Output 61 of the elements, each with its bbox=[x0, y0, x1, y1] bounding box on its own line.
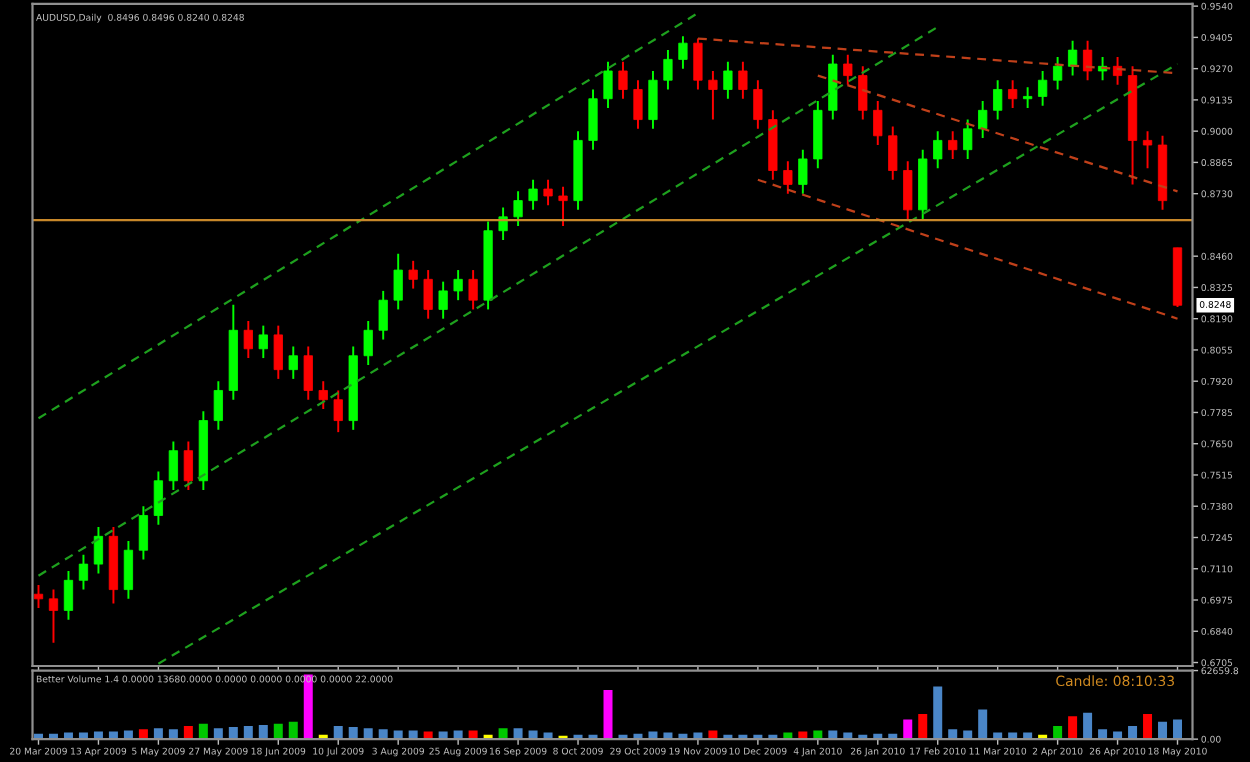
candlestick bbox=[558, 185, 568, 228]
bar bbox=[1053, 726, 1063, 740]
bar bbox=[168, 729, 178, 740]
bar bbox=[513, 728, 523, 740]
candlestick bbox=[738, 60, 748, 100]
bar bbox=[138, 729, 148, 740]
candlestick bbox=[393, 252, 403, 311]
bar bbox=[1173, 719, 1183, 740]
bar bbox=[918, 713, 928, 740]
bar bbox=[108, 731, 118, 740]
bar bbox=[948, 729, 958, 740]
candlestick bbox=[543, 178, 553, 207]
bar bbox=[228, 727, 238, 740]
bar bbox=[603, 689, 613, 740]
bar bbox=[408, 730, 418, 740]
bar bbox=[123, 730, 133, 740]
bar bbox=[498, 728, 508, 740]
bar bbox=[1098, 729, 1108, 740]
bar bbox=[363, 728, 373, 740]
bar bbox=[1143, 713, 1153, 740]
bar bbox=[378, 729, 388, 740]
candlestick bbox=[408, 259, 418, 290]
bar bbox=[648, 731, 658, 740]
candlestick bbox=[528, 178, 538, 211]
candlestick bbox=[618, 60, 628, 100]
bar bbox=[243, 726, 253, 740]
bar bbox=[423, 731, 433, 740]
bar bbox=[528, 730, 538, 740]
bar bbox=[813, 730, 823, 740]
bar bbox=[978, 709, 988, 740]
candlestick bbox=[933, 130, 943, 170]
bar bbox=[1128, 726, 1138, 740]
bar bbox=[1083, 712, 1093, 740]
bar bbox=[288, 721, 298, 740]
bar bbox=[333, 726, 343, 740]
candlestick bbox=[843, 53, 853, 86]
bar bbox=[1068, 716, 1078, 740]
bar bbox=[273, 723, 283, 740]
bar bbox=[213, 728, 223, 740]
bar bbox=[1113, 731, 1123, 740]
bar bbox=[348, 727, 358, 740]
bar bbox=[183, 726, 193, 740]
bar bbox=[963, 730, 973, 740]
bar bbox=[198, 723, 208, 740]
candlestick bbox=[438, 280, 448, 320]
bar bbox=[1158, 721, 1168, 740]
candlestick bbox=[453, 269, 463, 302]
bar bbox=[468, 730, 478, 740]
bar bbox=[708, 730, 718, 740]
bar bbox=[903, 719, 913, 740]
candlestick bbox=[723, 60, 733, 100]
bar bbox=[798, 731, 808, 740]
bar bbox=[93, 731, 103, 740]
candlestick bbox=[48, 588, 59, 644]
bar bbox=[393, 730, 403, 740]
bar bbox=[258, 724, 268, 740]
bar bbox=[438, 731, 448, 740]
bar bbox=[453, 730, 463, 740]
bar bbox=[828, 730, 838, 740]
bar bbox=[933, 686, 943, 740]
bar bbox=[153, 728, 163, 740]
